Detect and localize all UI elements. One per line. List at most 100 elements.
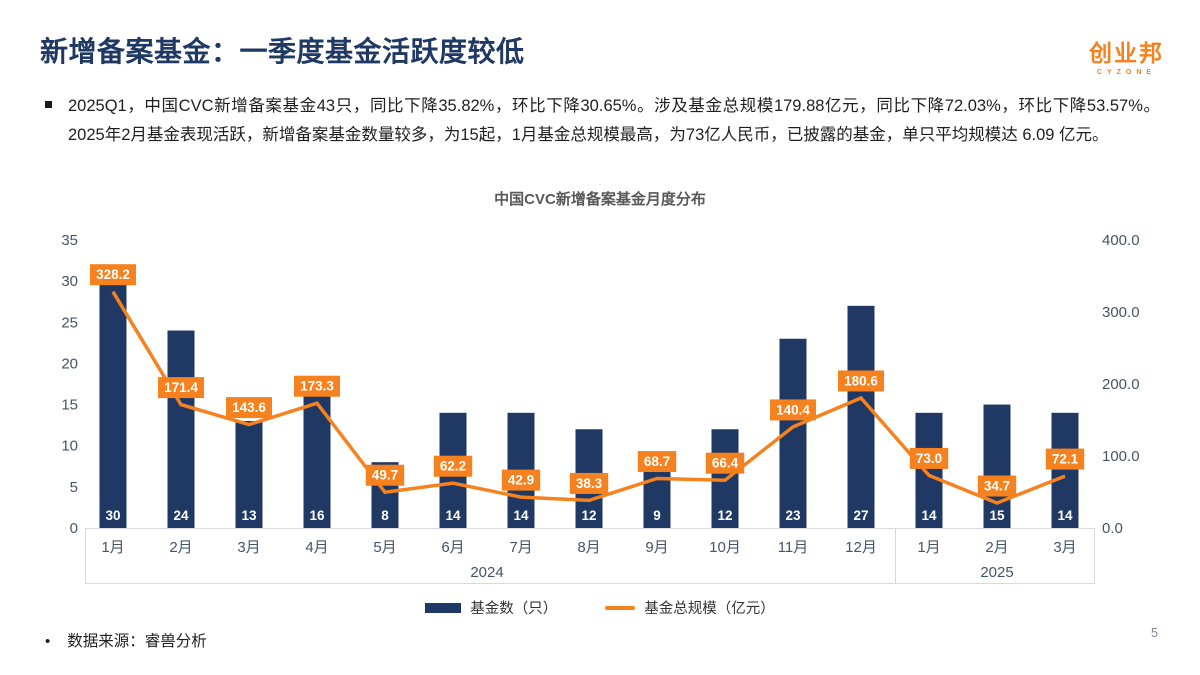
line-label-box [501,469,541,491]
source-line: • 数据来源：睿兽分析 [45,631,207,653]
month-label: 10月 [709,539,741,556]
bar-value-label: 14 [445,508,461,523]
page-title: 新增备案基金：一季度基金活跃度较低 [40,36,525,67]
summary-block: 2025Q1，中国CVC新增备案基金43只，同比下降35.82%，环比下降30.… [45,92,1160,150]
right-axis-tick: 300.0 [1102,304,1140,321]
bar [915,412,943,528]
left-axis-tick: 15 [61,397,78,414]
bar [235,421,263,528]
line-value-label: 66.4 [712,456,739,471]
month-label: 12月 [845,539,877,556]
right-axis-tick: 100.0 [1102,448,1140,465]
month-label: 1月 [101,539,124,556]
bar-value-label: 8 [381,508,389,523]
line-value-label: 49.7 [372,468,398,483]
logo-subtext: CYZONE [1096,69,1157,76]
line-value-label: 68.7 [644,454,670,469]
month-label: 11月 [778,539,809,556]
month-label: 3月 [237,539,260,556]
line-value-label: 72.1 [1052,452,1079,467]
legend-item-scale: 基金总规模（亿元） [605,597,775,618]
line-label-box [1045,448,1085,470]
line-label-box [705,452,745,474]
bar-value-label: 14 [1057,508,1073,523]
bar-value-label: 12 [717,508,732,523]
legend-item-funds: 基金数（只） [425,597,557,618]
bar-value-label: 24 [173,508,189,523]
line-series-swatch-icon [605,605,636,610]
month-label: 2月 [985,539,1008,556]
footer-bullet-icon: • [45,633,51,650]
line-value-label: 143.6 [232,400,266,415]
line-label-box [158,377,204,399]
left-axis-tick: 25 [61,314,78,331]
bar-value-label: 14 [513,508,529,523]
bar-value-label: 9 [653,508,661,523]
left-axis-tick: 5 [70,479,78,496]
line-value-label: 180.6 [844,373,878,388]
line-value-label: 34.7 [984,479,1010,494]
legend-label-scale: 基金总规模（亿元） [644,601,775,617]
bar-value-label: 16 [309,508,325,523]
month-label: 6月 [441,539,464,556]
source-text: 数据来源：睿兽分析 [67,633,207,650]
line-label-box [294,375,340,397]
line-value-label: 62.2 [440,459,466,474]
line-label-box [569,472,609,494]
right-axis-tick: 0.0 [1102,520,1123,537]
page-number: 5 [1151,626,1158,640]
month-label: 4月 [305,539,328,556]
bullet-square-icon [45,101,52,108]
year-label: 2025 [980,564,1013,581]
chart-title: 中国CVC新增备案基金月度分布 [494,191,706,208]
bar [99,281,127,528]
line-value-label: 173.3 [300,379,334,394]
cyzone-logo: 创业邦 CYZONE [1089,34,1164,76]
bar-series-swatch-icon [425,602,462,613]
line-value-label: 328.2 [96,267,130,282]
right-axis-tick: 400.0 [1102,232,1140,249]
line-label-box [433,455,473,477]
month-label: 3月 [1053,539,1076,556]
line-label-box [977,475,1017,497]
line-label-box [90,264,136,286]
month-label: 9月 [645,539,668,556]
bar-value-label: 14 [921,508,937,523]
line-value-label: 73.0 [916,451,942,466]
bar-value-label: 15 [989,508,1005,523]
month-label: 5月 [373,539,396,556]
legend-label-funds: 基金数（只） [470,601,558,617]
bar-value-label: 30 [105,508,120,523]
bar-value-label: 12 [581,508,596,523]
logo-text: 创业邦 [1089,40,1164,66]
month-label: 2月 [169,539,192,556]
left-axis-tick: 0 [70,520,78,537]
bar [303,396,331,528]
bar-value-label: 27 [853,508,868,523]
line-label-box [226,397,272,419]
right-axis-tick: 200.0 [1102,376,1140,393]
line-label-box [365,464,405,486]
line-value-label: 38.3 [576,476,603,491]
month-label: 8月 [577,539,600,556]
summary-text: 2025Q1，中国CVC新增备案基金43只，同比下降35.82%，环比下降30.… [68,97,1160,144]
chart-legend: 基金数（只） 基金总规模（亿元） [40,597,1160,618]
bar [847,305,875,528]
left-axis-tick: 10 [61,438,78,455]
bar [1051,412,1079,528]
left-axis-tick: 20 [61,355,78,372]
line-value-label: 140.4 [776,402,810,417]
line-label-box [909,447,949,469]
line-label-box [637,451,677,473]
line-label-box [770,399,816,421]
line-value-label: 42.9 [508,473,534,488]
bar-value-label: 13 [241,508,257,523]
line-label-box [838,370,884,392]
left-axis-tick: 35 [61,232,78,249]
bar [167,330,195,528]
month-label: 7月 [509,539,532,556]
month-label: 1月 [917,539,940,556]
year-label: 2024 [470,564,503,581]
line-value-label: 171.4 [164,380,198,395]
